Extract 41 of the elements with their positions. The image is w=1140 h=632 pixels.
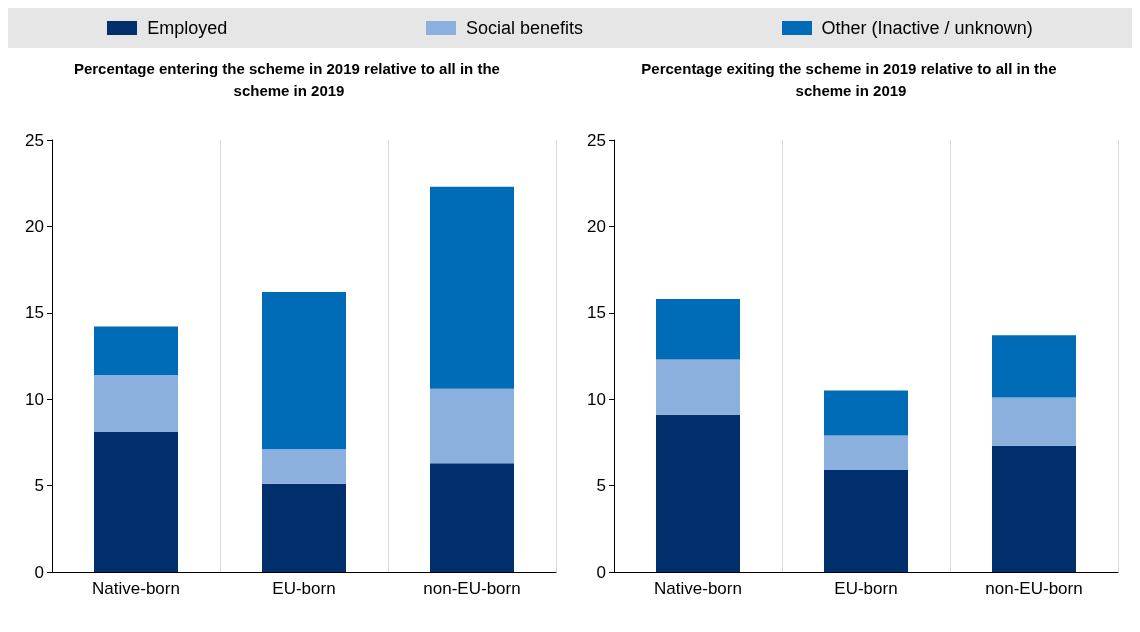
legend-label: Other (Inactive / unknown): [821, 17, 1033, 39]
chart-title: Percentage exiting the scheme in 2019 relative to all in the scheme in 2019: [641, 59, 1061, 99]
bar: [430, 186, 514, 389]
x-tick-label: non-EU-born: [423, 579, 521, 598]
bar: [94, 326, 178, 376]
bar: [992, 335, 1076, 398]
y-tick-label: 15: [587, 303, 606, 323]
y-tick-label: 20: [587, 216, 606, 236]
y-tick-label: 15: [25, 303, 44, 323]
y-tick-label: 10: [25, 389, 44, 409]
bar: [94, 375, 178, 433]
y-tick-label: 10: [587, 389, 606, 409]
bar: [656, 298, 740, 360]
bar: [992, 445, 1076, 572]
y-tick-label: 25: [587, 130, 606, 150]
legend-label: Social benefits: [465, 17, 583, 39]
bar: [656, 359, 740, 415]
x-tick-label: Native-born: [92, 579, 180, 598]
x-tick-label: Native-born: [654, 579, 742, 598]
bar: [94, 432, 178, 572]
y-tick-label: 5: [34, 476, 44, 496]
bar: [824, 435, 908, 471]
bar: [430, 463, 514, 572]
bar: [262, 449, 346, 484]
y-tick-label: 20: [25, 216, 44, 236]
y-tick-label: 0: [596, 562, 606, 582]
bar: [262, 483, 346, 572]
y-tick-label: 25: [25, 130, 44, 150]
y-tick-label: 5: [596, 476, 606, 496]
chart-title: Percentage entering the scheme in 2019 relative to all in the scheme in 2019: [73, 59, 505, 99]
bar: [656, 414, 740, 572]
bar: [262, 292, 346, 450]
x-tick-label: non-EU-born: [985, 579, 1083, 598]
bar: [824, 470, 908, 572]
bar: [430, 388, 514, 464]
x-tick-label: EU-born: [272, 579, 336, 598]
bar: [824, 390, 908, 436]
y-tick-label: 0: [34, 562, 44, 582]
legend-label: Employed: [147, 17, 228, 39]
x-tick-label: EU-born: [834, 579, 898, 598]
bar: [992, 397, 1076, 446]
